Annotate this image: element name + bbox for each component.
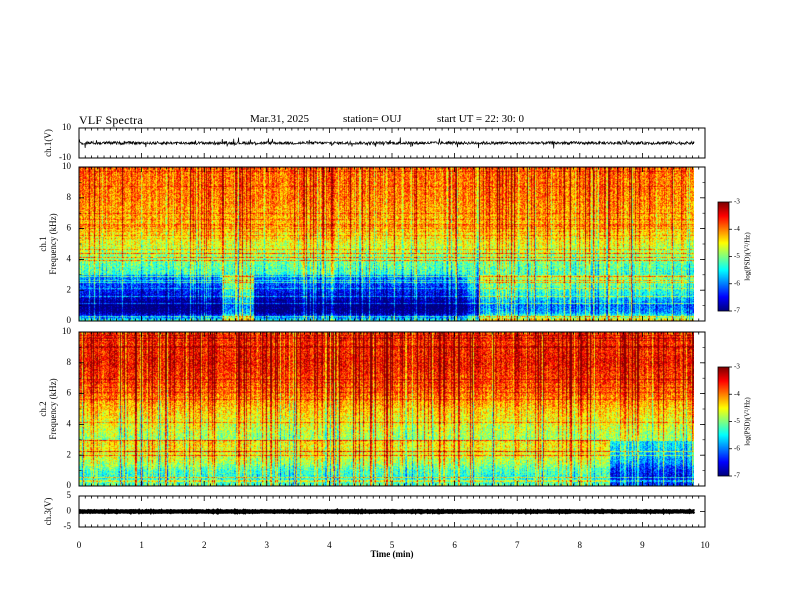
ch1-waveform-ytick-label: -10 xyxy=(59,152,71,162)
ch3-waveform-ylabel: ch.3(V) xyxy=(43,498,53,526)
station-label: station= OUJ xyxy=(343,113,402,125)
x-tick-label: 4 xyxy=(327,540,332,550)
date-label: Mar.31, 2025 xyxy=(250,113,309,125)
colorbar-ch1-tick-label: -7 xyxy=(734,307,740,315)
colorbar-ch1-tick-label: -6 xyxy=(734,279,740,287)
ch3-waveform-trace xyxy=(78,507,696,516)
colorbar-ch2-tick-label: -6 xyxy=(734,444,740,452)
ch2-spectrogram-frame xyxy=(78,331,706,487)
ch1-spectrogram-ylabel: Frequency (kHz) xyxy=(48,213,58,274)
start-ut-label: start UT = 22: 30: 0 xyxy=(437,113,524,125)
colorbar-ch1-tick-label: -3 xyxy=(734,198,740,206)
ch1-waveform-trace xyxy=(78,137,695,149)
colorbar-ch2-image xyxy=(718,367,729,476)
colorbar-ch2-label: log(PSD)(V²/Hz) xyxy=(744,397,752,446)
ch1-spectrogram-ytick-label: 2 xyxy=(67,284,72,294)
x-tick-label: 6 xyxy=(452,540,457,550)
ch1-spectrogram-ytick-label: 8 xyxy=(67,192,72,202)
ch1-spectrogram-channel-label: ch.1 xyxy=(38,236,48,251)
x-tick-label: 9 xyxy=(640,540,645,550)
ch1-spectrogram-ytick-label: 10 xyxy=(62,161,72,171)
x-tick-label: 10 xyxy=(701,540,711,550)
colorbar-ch2-tick-label: -5 xyxy=(734,417,740,425)
ch3-waveform-ytick-label: -5 xyxy=(64,521,72,531)
ch2-spectrogram-ytick-label: 0 xyxy=(67,480,72,490)
colorbar-ch2-tick-label: -7 xyxy=(734,472,740,480)
ch1-waveform-ylabel: ch.1(V) xyxy=(43,129,53,157)
ch2-spectrogram-ytick-label: 4 xyxy=(67,418,72,428)
x-tick-label: 1 xyxy=(139,540,144,550)
x-tick-label: 5 xyxy=(390,540,395,550)
colorbar-ch1-frame xyxy=(717,201,730,312)
spectrogram-ch1-image xyxy=(79,167,694,321)
colorbar-ch2-tick-label: -4 xyxy=(734,390,740,398)
spectrogram-ch2-image xyxy=(79,332,694,486)
x-tick-label: 2 xyxy=(202,540,207,550)
ch2-spectrogram-channel-label: ch.2 xyxy=(38,401,48,416)
x-tick-label: 8 xyxy=(578,540,583,550)
ch1-spectrogram-frame xyxy=(78,166,706,322)
colorbar-ch1-tick-label: -5 xyxy=(734,252,740,260)
ch1-spectrogram-ytick-label: 0 xyxy=(67,315,72,325)
x-tick-label: 7 xyxy=(515,540,520,550)
x-axis-label: Time (min) xyxy=(370,549,413,559)
figure-title: VLF Spectra xyxy=(79,113,143,127)
ch2-spectrogram-ytick-label: 6 xyxy=(67,388,72,398)
ch2-spectrogram-ylabel: Frequency (kHz) xyxy=(48,378,58,439)
x-tick-label: 3 xyxy=(265,540,270,550)
ch3-waveform-ytick-label: 5 xyxy=(67,490,72,500)
colorbar-ch1-label: log(PSD)(V²/Hz) xyxy=(744,232,752,281)
colorbar-ch2-tick-label: -3 xyxy=(734,363,740,371)
ch2-spectrogram-ytick-label: 8 xyxy=(67,357,72,367)
ch3-waveform-ytick-label: 0 xyxy=(67,506,72,516)
colorbar-ch1-image xyxy=(718,202,729,311)
colorbar-ch1-tick-label: -4 xyxy=(734,225,740,233)
ch2-spectrogram-ytick-label: 2 xyxy=(67,449,72,459)
ch1-spectrogram-ytick-label: 4 xyxy=(67,253,72,263)
ch2-spectrogram-ytick-label: 10 xyxy=(62,326,72,336)
x-tick-label: 0 xyxy=(77,540,82,550)
ch1-spectrogram-ytick-label: 6 xyxy=(67,223,72,233)
ch1-waveform-ytick-label: 10 xyxy=(62,122,72,132)
colorbar-ch2-frame xyxy=(717,366,730,477)
